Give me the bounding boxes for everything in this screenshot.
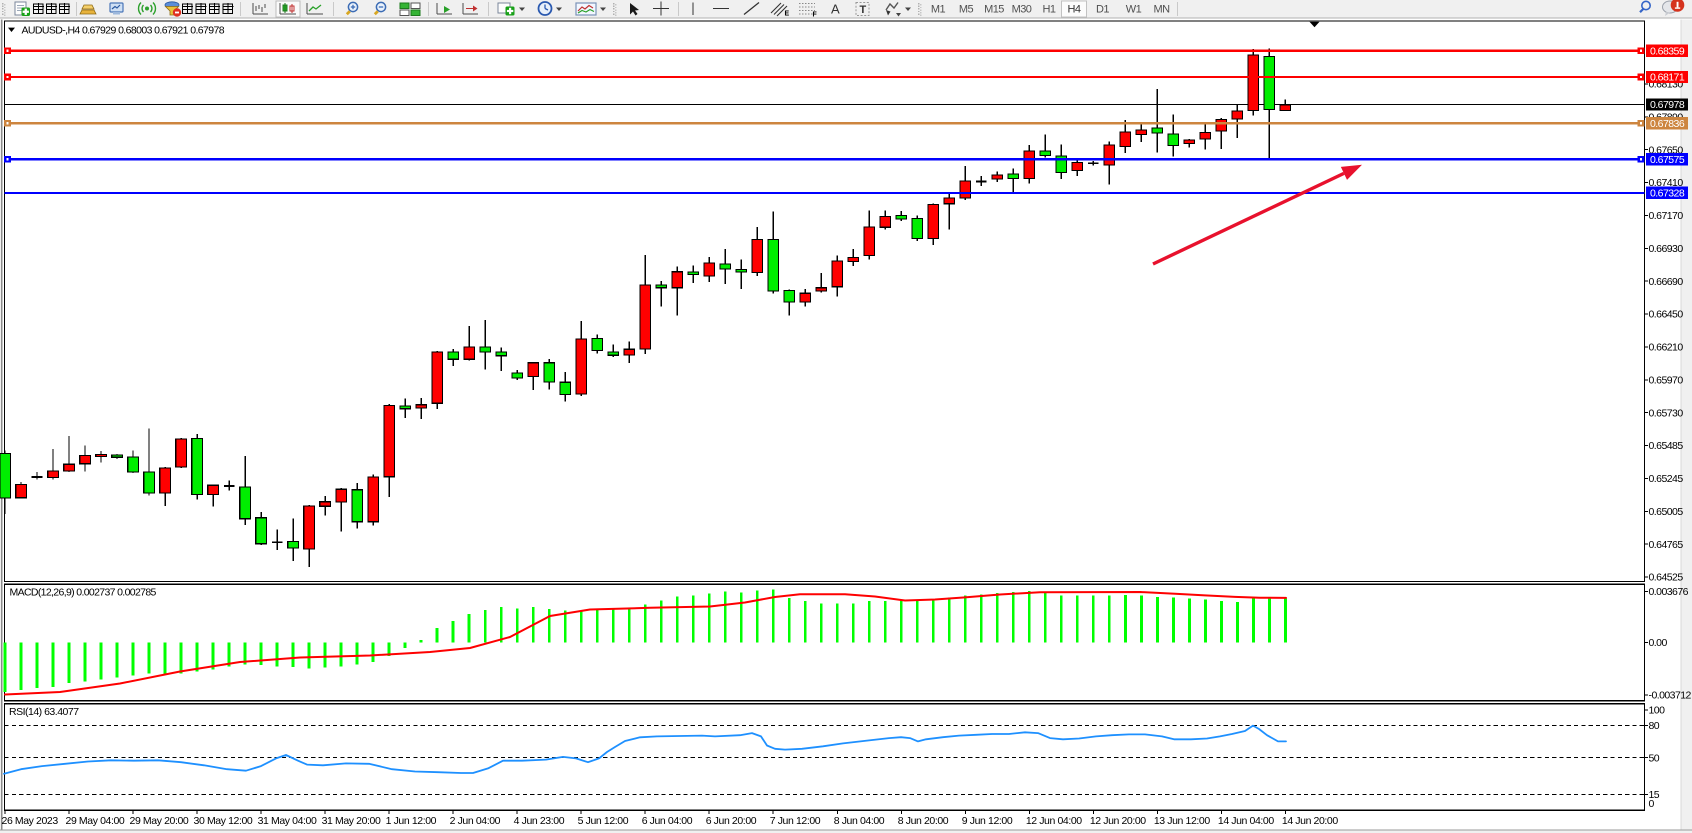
svg-text:6 Jun 20:00: 6 Jun 20:00 (706, 815, 757, 827)
svg-text:0.66930: 0.66930 (1649, 243, 1684, 255)
svg-text:0.66690: 0.66690 (1649, 276, 1684, 288)
svg-text:0.67978: 0.67978 (1650, 99, 1685, 111)
svg-text:31 May 04:00: 31 May 04:00 (258, 815, 317, 827)
svg-text:12 Jun 20:00: 12 Jun 20:00 (1090, 815, 1146, 827)
svg-text:9 Jun 12:00: 9 Jun 12:00 (962, 815, 1013, 827)
svg-text:0.65005: 0.65005 (1649, 506, 1684, 518)
svg-text:0.67575: 0.67575 (1650, 154, 1685, 166)
svg-text:RSI(14) 63.4077: RSI(14) 63.4077 (9, 706, 79, 718)
svg-text:F: F (813, 12, 818, 19)
svg-text:0.65245: 0.65245 (1649, 473, 1684, 485)
svg-text:0.68359: 0.68359 (1650, 45, 1685, 57)
svg-text:14 Jun 04:00: 14 Jun 04:00 (1218, 815, 1274, 827)
svg-text:1 Jun 12:00: 1 Jun 12:00 (386, 815, 437, 827)
svg-text:E: E (785, 11, 790, 18)
svg-text:0.65730: 0.65730 (1649, 407, 1684, 419)
svg-text:8 Jun 04:00: 8 Jun 04:00 (834, 815, 885, 827)
svg-text:W1: W1 (1126, 4, 1142, 16)
svg-text:6 Jun 04:00: 6 Jun 04:00 (642, 815, 693, 827)
svg-text:30 May 12:00: 30 May 12:00 (194, 815, 253, 827)
svg-text:5 Jun 12:00: 5 Jun 12:00 (578, 815, 629, 827)
svg-text:2 Jun 04:00: 2 Jun 04:00 (450, 815, 501, 827)
svg-text:0.67410: 0.67410 (1649, 177, 1684, 189)
svg-text:31 May 20:00: 31 May 20:00 (322, 815, 381, 827)
svg-text:0.65970: 0.65970 (1649, 374, 1684, 386)
svg-text:0.65485: 0.65485 (1649, 440, 1684, 452)
svg-text:0.67836: 0.67836 (1650, 118, 1685, 130)
svg-text:M5: M5 (959, 4, 974, 16)
svg-text:100: 100 (1649, 705, 1666, 717)
svg-text:4 Jun 23:00: 4 Jun 23:00 (514, 815, 565, 827)
svg-text:0.64765: 0.64765 (1649, 539, 1684, 551)
svg-text:50: 50 (1649, 752, 1660, 764)
svg-text:8 Jun 20:00: 8 Jun 20:00 (898, 815, 949, 827)
svg-text:0.68171: 0.68171 (1650, 72, 1685, 84)
svg-text:15: 15 (1649, 789, 1660, 801)
svg-text:T: T (860, 4, 867, 16)
svg-text:80: 80 (1649, 720, 1660, 732)
svg-text:MACD(12,26,9) 0.002737 0.00278: MACD(12,26,9) 0.002737 0.002785 (10, 586, 157, 598)
svg-text:H1: H1 (1043, 4, 1056, 16)
svg-text:0.67170: 0.67170 (1649, 210, 1684, 222)
svg-text:A: A (831, 2, 840, 17)
svg-text:13 Jun 12:00: 13 Jun 12:00 (1154, 815, 1210, 827)
svg-text:0.66210: 0.66210 (1649, 342, 1684, 354)
svg-text:0.67328: 0.67328 (1650, 188, 1685, 200)
svg-text:MN: MN (1153, 4, 1170, 16)
svg-text:29 May 20:00: 29 May 20:00 (130, 815, 189, 827)
svg-text:0.00: 0.00 (1649, 637, 1668, 649)
svg-text:7 Jun 12:00: 7 Jun 12:00 (770, 815, 821, 827)
svg-text:26 May 2023: 26 May 2023 (2, 815, 59, 827)
svg-text:14 Jun 20:00: 14 Jun 20:00 (1282, 815, 1338, 827)
svg-text:29 May 04:00: 29 May 04:00 (66, 815, 125, 827)
svg-text:0.66450: 0.66450 (1649, 309, 1684, 321)
svg-text:M1: M1 (931, 4, 946, 16)
svg-text:AUDUSD-,H4 0.67929 0.68003 0.: AUDUSD-,H4 0.67929 0.68003 0.67921 0.679… (22, 25, 225, 37)
svg-text:M30: M30 (1012, 4, 1032, 16)
svg-text:H4: H4 (1068, 4, 1081, 16)
svg-text:D1: D1 (1096, 4, 1109, 16)
svg-text:0: 0 (1649, 798, 1655, 810)
svg-text:M15: M15 (984, 4, 1004, 16)
svg-text:0.003676: 0.003676 (1649, 586, 1689, 598)
svg-text:0.64525: 0.64525 (1649, 572, 1684, 584)
svg-text:12 Jun 04:00: 12 Jun 04:00 (1026, 815, 1082, 827)
svg-text:-0.003712: -0.003712 (1649, 689, 1692, 701)
